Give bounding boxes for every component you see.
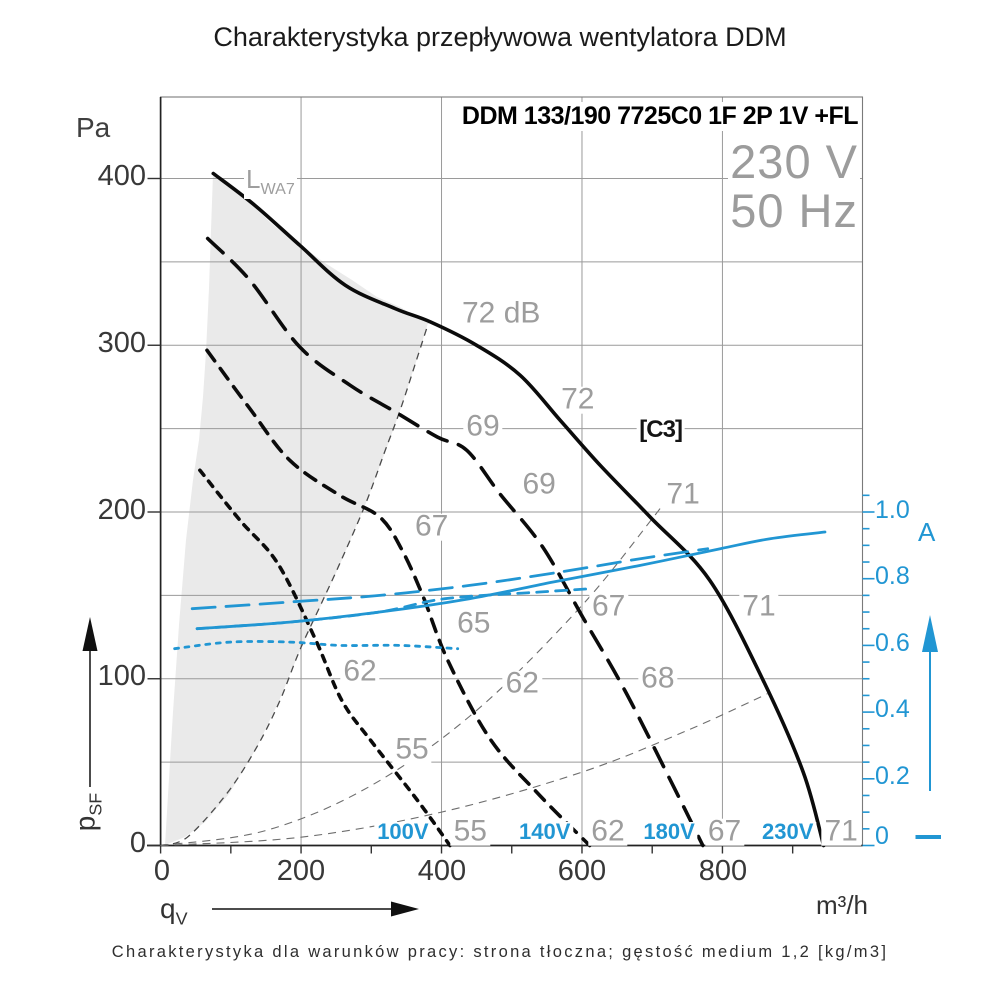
supply-frequency-label: 50 Hz — [728, 184, 860, 237]
chart-caption: Charakterystyka dla warunków pracy: stro… — [111, 943, 889, 961]
flow-symbol-label: qV — [160, 893, 188, 929]
axis-ticks — [147, 177, 875, 854]
pressure-symbol-label: pSF — [69, 792, 106, 832]
x-tick-600: 600 — [557, 855, 607, 887]
x-tick-800: 800 — [698, 855, 748, 887]
r-tick-0.2: 0.2 — [875, 762, 910, 790]
fan-curve-230v — [211, 171, 826, 848]
shaded-operating-region — [165, 174, 428, 845]
noise-symbol-label: LWA7 — [244, 164, 297, 200]
current-unit-label: A — [918, 517, 936, 547]
x-tick-0: 0 — [153, 855, 171, 887]
current-curve-100v — [173, 640, 460, 651]
pressure-unit-label: Pa — [76, 112, 111, 143]
r-tick-0: 0 — [875, 822, 889, 850]
y-tick-0: 0 — [129, 827, 146, 859]
fan-curve-140v — [205, 348, 592, 848]
current-curve-180v — [190, 547, 710, 611]
fan-model-label: DDM 133/190 7725C0 1F 2P 1V +FL — [458, 102, 861, 131]
y-tick-200: 200 — [97, 494, 146, 526]
supply-voltage-label: 230 V — [728, 135, 860, 188]
fan-curve-180v — [205, 236, 705, 848]
r-tick-1.0: 1.0 — [875, 496, 910, 524]
current-axis-arrow-icon — [922, 615, 938, 791]
system-curve-c3 — [160, 503, 664, 847]
y-tick-100: 100 — [97, 660, 146, 692]
y-tick-400: 400 — [97, 160, 146, 192]
r-tick-0.8: 0.8 — [875, 562, 910, 590]
operating-limit-curve — [160, 323, 429, 847]
current-curve-140v — [195, 587, 592, 631]
page-title: Charakterystyka przepływowa wentylatora … — [213, 22, 787, 52]
flow-axis-arrow-icon — [212, 901, 419, 917]
flow-unit-label: m³/h — [816, 890, 868, 920]
r-tick-0.6: 0.6 — [875, 629, 910, 657]
x-tick-400: 400 — [417, 855, 467, 887]
y-tick-300: 300 — [97, 327, 146, 359]
pressure-axis-arrow-icon — [82, 617, 98, 787]
x-tick-200: 200 — [276, 855, 326, 887]
system-curve-low — [160, 693, 768, 847]
r-tick-0.4: 0.4 — [875, 695, 910, 723]
